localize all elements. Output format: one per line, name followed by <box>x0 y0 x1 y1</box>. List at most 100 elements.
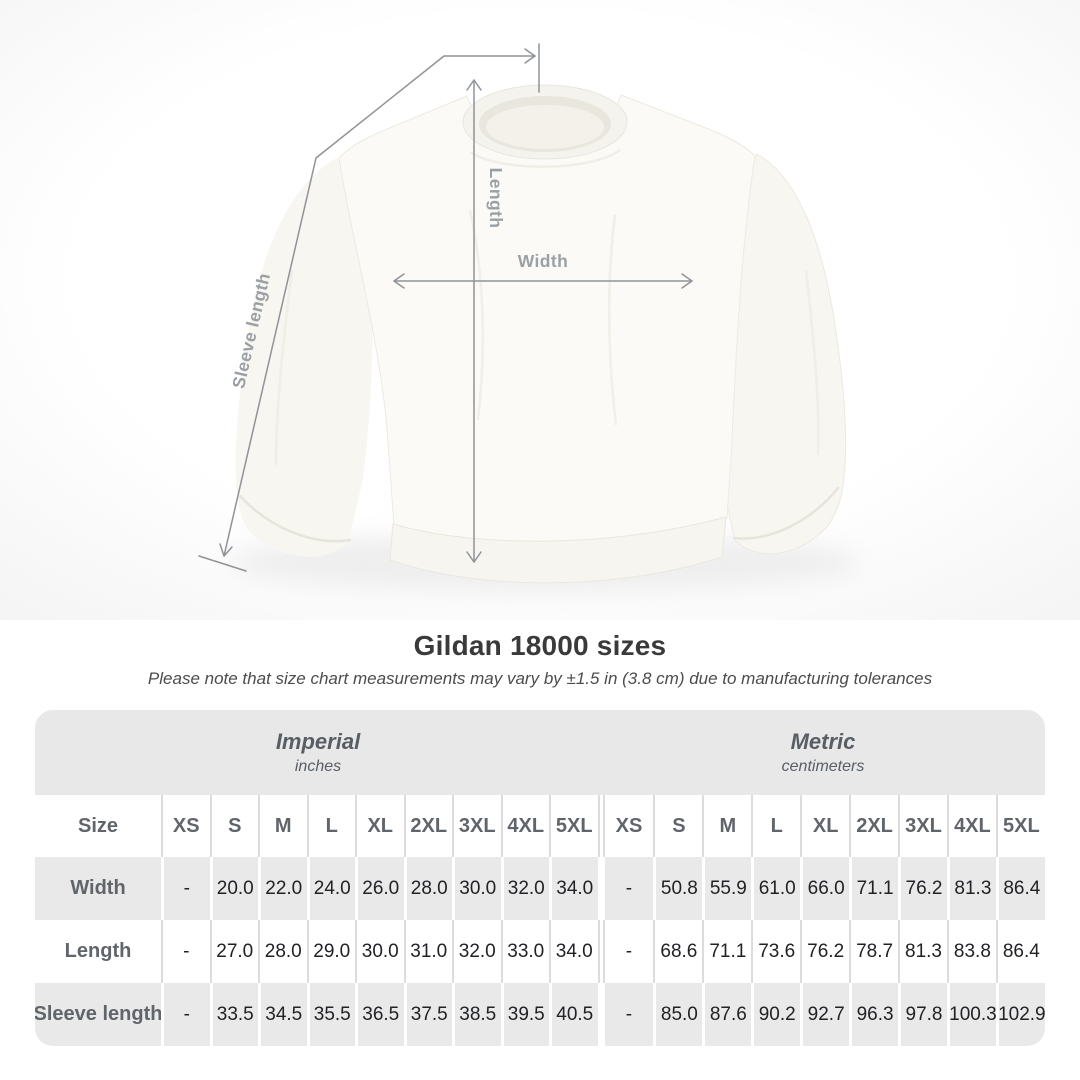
size-col-header-imperial-xl: XL <box>355 795 404 857</box>
cell-imperial-xl: 30.0 <box>355 920 404 983</box>
cell-imperial-2xl: 37.5 <box>403 983 453 1046</box>
cell-imperial-m: 22.0 <box>258 857 307 920</box>
sleeve-length-arrow <box>198 43 540 572</box>
cell-metric-xs: - <box>625 1003 633 1025</box>
size-col-header-metric-l: L <box>751 795 800 857</box>
cell-metric-2xl: 96.3 <box>849 983 898 1046</box>
width-arrow <box>393 273 693 289</box>
size-col-header-imperial-s: S <box>209 795 259 857</box>
cell-imperial-s: 27.0 <box>209 920 259 983</box>
cell-metric-5xl: 102.9 <box>995 983 1045 1046</box>
cell-metric-s: 50.8 <box>653 857 702 920</box>
cell-metric-xl: 66.0 <box>800 857 849 920</box>
cell-imperial-5xl: 34.0 <box>549 857 598 920</box>
size-header-row: Size XS S M L XL 2XL 3XL 4XL 5XL XS S M L XL 2XL 3XL 4XL 5… <box>35 795 1045 857</box>
collar-opening <box>486 105 604 149</box>
cell-metric-4xl: 81.3 <box>946 857 996 920</box>
cell-imperial-xl: 36.5 <box>355 983 404 1046</box>
cell-metric-l: 61.0 <box>751 857 800 920</box>
cell-imperial-5xl: 34.0 <box>549 920 598 983</box>
cell-imperial-4xl: 39.5 <box>500 983 550 1046</box>
cell-metric-l: 90.2 <box>751 983 800 1046</box>
cell-metric-m: 71.1 <box>702 920 751 983</box>
cell-imperial-xs: - <box>161 983 210 1046</box>
title-block: Gildan 18000 sizes Please note that size… <box>0 630 1080 689</box>
width-label: Width <box>518 251 568 271</box>
size-col-header-metric-xs: XS <box>615 814 643 837</box>
size-col-header-imperial-4xl: 4XL <box>500 795 550 857</box>
cell-imperial-m: 34.5 <box>258 983 307 1046</box>
cell-imperial-2xl: 28.0 <box>403 857 453 920</box>
product-photo: Width Length Sleeve length <box>0 0 1080 620</box>
cell-metric-2xl: 78.7 <box>849 920 898 983</box>
size-col-header-metric-2xl: 2XL <box>849 795 898 857</box>
size-table-rows: Size XS S M L XL 2XL 3XL 4XL 5XL XS S M L XL 2XL 3XL 4XL 5… <box>35 795 1045 1046</box>
size-col-header-imperial-3xl: 3XL <box>452 795 501 857</box>
page-title: Gildan 18000 sizes <box>413 630 667 661</box>
cell-metric-3xl: 81.3 <box>898 920 947 983</box>
length-arrow <box>466 79 482 563</box>
row-label: Width <box>70 877 126 899</box>
group-divider <box>597 857 605 920</box>
group-divider <box>597 795 605 857</box>
cell-metric-5xl: 86.4 <box>995 920 1045 983</box>
cell-metric-s: 85.0 <box>653 983 702 1046</box>
size-col-header-metric-xl: XL <box>800 795 849 857</box>
cell-imperial-3xl: 30.0 <box>452 857 501 920</box>
left-cuff-seam <box>238 494 352 543</box>
cell-metric-m: 87.6 <box>702 983 751 1046</box>
cell-imperial-m: 28.0 <box>258 920 307 983</box>
cell-imperial-xs: - <box>161 920 210 983</box>
group-divider <box>597 920 605 983</box>
size-col-header-imperial-m: M <box>258 795 307 857</box>
fabric-creases <box>274 148 820 466</box>
cell-metric-3xl: 76.2 <box>898 857 947 920</box>
imperial-group-name: Imperial <box>275 729 361 755</box>
cell-metric-3xl: 97.8 <box>898 983 947 1046</box>
tolerance-note: Please note that size chart measurements… <box>147 669 933 689</box>
measurement-row-width: Width -20.0 22.0 24.0 26.0 28.0 30.0 32.0 34.0-5… <box>35 857 1045 920</box>
cell-imperial-xl: 26.0 <box>355 857 404 920</box>
cell-imperial-3xl: 32.0 <box>452 920 501 983</box>
metric-group-unit: centimeters <box>781 757 865 775</box>
imperial-group-header: Imperial inches <box>35 710 601 795</box>
cell-imperial-5xl: 40.5 <box>549 983 598 1046</box>
cell-imperial-s: 33.5 <box>209 983 259 1046</box>
size-col-header-imperial-xs: XS <box>161 795 210 857</box>
imperial-group-unit: inches <box>294 757 342 775</box>
cell-metric-xl: 76.2 <box>800 920 849 983</box>
cell-metric-4xl: 83.8 <box>946 920 996 983</box>
size-corner-label: Size <box>77 814 119 837</box>
sweatshirt-diagram: Width Length Sleeve length <box>0 0 1080 620</box>
metric-group-header: Metric centimeters <box>601 710 1045 795</box>
cell-imperial-4xl: 33.0 <box>500 920 550 983</box>
metric-group-name: Metric <box>790 729 856 755</box>
sweatshirt-illustration <box>235 84 847 584</box>
cell-metric-2xl: 71.1 <box>849 857 898 920</box>
cell-metric-m: 55.9 <box>702 857 751 920</box>
cell-imperial-3xl: 38.5 <box>452 983 501 1046</box>
cell-imperial-xs: - <box>161 857 210 920</box>
cell-imperial-l: 29.0 <box>306 920 356 983</box>
left-sleeve <box>235 158 373 557</box>
size-col-header-imperial-l: L <box>306 795 356 857</box>
right-cuff-seam <box>732 486 840 540</box>
size-table: Imperial inches Metric centimeters Size X… <box>35 710 1045 1046</box>
cell-metric-4xl: 100.3 <box>946 983 997 1046</box>
cell-metric-s: 68.6 <box>653 920 702 983</box>
size-col-header-metric-m: M <box>702 795 751 857</box>
size-col-header-metric-5xl: 5XL <box>995 795 1045 857</box>
cell-metric-xs: - <box>625 877 633 899</box>
cell-metric-xl: 92.7 <box>800 983 849 1046</box>
cell-imperial-s: 20.0 <box>209 857 259 920</box>
unit-group-header: Imperial inches Metric centimeters <box>35 710 1045 795</box>
cell-metric-xs: - <box>625 940 633 962</box>
hem-band <box>389 516 727 584</box>
cell-metric-5xl: 86.4 <box>995 857 1045 920</box>
cell-imperial-l: 35.5 <box>306 983 356 1046</box>
size-col-header-metric-3xl: 3XL <box>898 795 947 857</box>
length-label: Length <box>486 168 506 229</box>
size-col-header-metric-4xl: 4XL <box>946 795 996 857</box>
measurement-row-sleeve-length: Sleeve length -33.5 34.5 35.5 36.5 37.5 38.5 39… <box>35 983 1045 1046</box>
row-label: Sleeve length <box>35 1003 163 1025</box>
